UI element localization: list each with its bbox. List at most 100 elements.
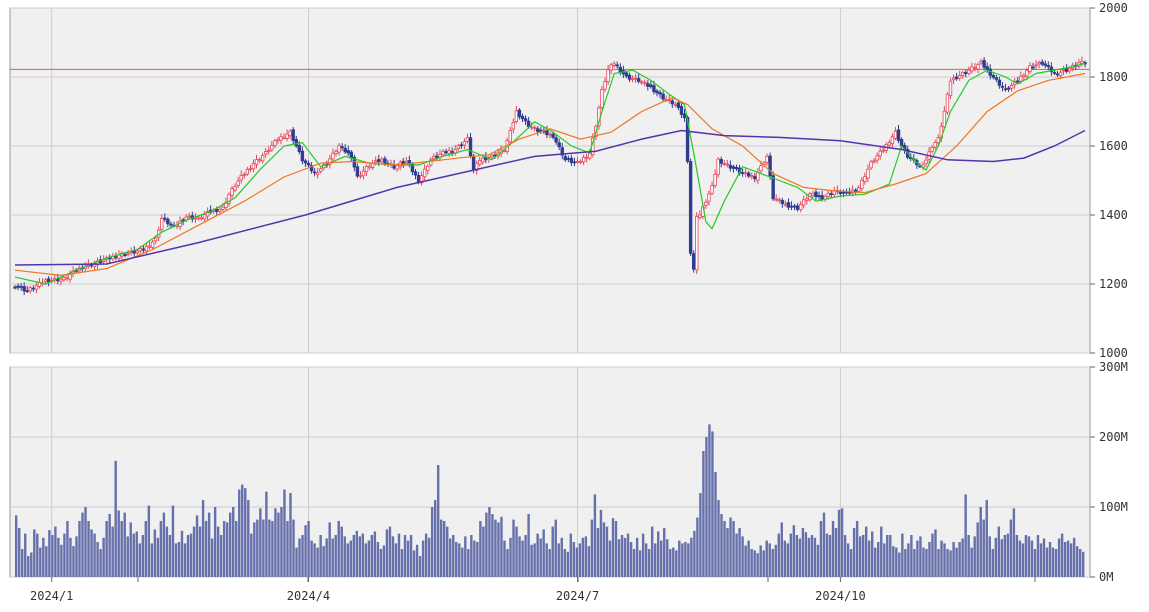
candle-body bbox=[481, 157, 485, 163]
candle-body bbox=[863, 176, 867, 182]
volume-bar bbox=[232, 507, 235, 577]
candle-body bbox=[419, 175, 424, 184]
volume-bar bbox=[397, 533, 401, 577]
volume-bar bbox=[216, 526, 220, 577]
volume-bar bbox=[1072, 537, 1076, 577]
candle-body bbox=[792, 205, 797, 208]
volume-bar bbox=[207, 512, 211, 577]
volume-bar bbox=[608, 540, 612, 577]
candle-body bbox=[991, 74, 995, 78]
candle-body bbox=[1025, 70, 1029, 77]
volume-bar bbox=[617, 539, 621, 577]
candle-body bbox=[141, 248, 146, 251]
volume-bar bbox=[919, 536, 922, 577]
candle-body bbox=[160, 218, 164, 230]
volume-bar bbox=[391, 536, 395, 577]
volume-bar bbox=[265, 491, 268, 577]
volume-bar bbox=[877, 542, 880, 577]
volume-bar bbox=[792, 525, 796, 577]
candle-body bbox=[28, 287, 32, 292]
volume-bar bbox=[997, 526, 1001, 577]
volume-bar bbox=[943, 543, 946, 577]
candle-body bbox=[780, 200, 785, 205]
volume-bar bbox=[509, 537, 512, 577]
volume-bar bbox=[669, 549, 672, 577]
volume-bar bbox=[421, 540, 425, 577]
candle-body bbox=[230, 188, 234, 196]
volume-bar bbox=[500, 516, 503, 577]
volume-bar bbox=[66, 521, 69, 577]
volume-bar bbox=[892, 546, 895, 577]
candle-body bbox=[679, 106, 684, 115]
volume-bar bbox=[33, 529, 36, 577]
volume-bar bbox=[1021, 543, 1025, 577]
volume-bar bbox=[340, 526, 343, 577]
volume-bar bbox=[213, 507, 217, 577]
volume-bar bbox=[855, 521, 859, 577]
candle-body bbox=[331, 152, 335, 160]
candle-body bbox=[16, 285, 20, 288]
volume-bar bbox=[780, 522, 783, 577]
candle-body bbox=[630, 78, 635, 81]
candle-body bbox=[896, 129, 901, 141]
volume-bar bbox=[747, 540, 750, 577]
volume-bar bbox=[684, 542, 687, 577]
volume-bar bbox=[479, 521, 482, 577]
candle-body bbox=[193, 217, 198, 220]
candle-body bbox=[743, 172, 748, 175]
candle-body bbox=[569, 157, 574, 163]
candle-body bbox=[1006, 87, 1011, 90]
volume-bar bbox=[807, 537, 811, 577]
candle-body bbox=[725, 163, 730, 166]
volume-bar bbox=[412, 550, 416, 577]
candle-body bbox=[199, 217, 204, 220]
candle-body bbox=[1000, 85, 1005, 88]
volume-bar bbox=[849, 549, 853, 577]
candle-body bbox=[65, 277, 69, 280]
volume-bar bbox=[644, 543, 648, 577]
volume-bar bbox=[204, 521, 208, 577]
candle-body bbox=[728, 164, 733, 169]
volume-bar bbox=[653, 543, 657, 577]
volume-bar bbox=[810, 535, 814, 577]
candle-body bbox=[750, 175, 754, 178]
volume-bar bbox=[247, 500, 250, 577]
candle-body bbox=[260, 155, 265, 162]
candle-body bbox=[166, 218, 170, 225]
volume-bar bbox=[358, 536, 362, 577]
moving-average-line bbox=[14, 129, 1086, 266]
volume-bar bbox=[798, 538, 802, 577]
candle-body bbox=[367, 165, 372, 169]
candle-body bbox=[202, 214, 207, 220]
volume-bar bbox=[521, 540, 524, 577]
volume-bar bbox=[708, 424, 711, 577]
candle-body bbox=[698, 214, 702, 218]
volume-bar bbox=[174, 543, 178, 577]
volume-bar bbox=[99, 549, 102, 577]
volume-bar bbox=[292, 519, 295, 577]
volume-bar bbox=[90, 529, 93, 577]
candle-body bbox=[536, 128, 540, 132]
volume-bar bbox=[108, 514, 111, 577]
volume-bar bbox=[334, 535, 337, 577]
candle-body bbox=[221, 206, 225, 210]
volume-bar bbox=[78, 521, 81, 577]
volume-bar bbox=[569, 533, 573, 577]
candle-body bbox=[584, 156, 589, 159]
volume-bar bbox=[418, 556, 422, 577]
candle-body bbox=[319, 168, 323, 172]
candle-body bbox=[62, 277, 66, 281]
volume-bar bbox=[503, 540, 506, 577]
candle-body bbox=[1046, 65, 1051, 68]
volume-bar bbox=[967, 535, 970, 577]
volume-bar bbox=[973, 536, 976, 577]
candle-body bbox=[465, 137, 470, 142]
volume-bar bbox=[63, 533, 66, 577]
volume-bar bbox=[1012, 508, 1016, 577]
candle-body bbox=[685, 116, 690, 162]
candle-body bbox=[334, 150, 338, 154]
volume-bar bbox=[629, 542, 633, 577]
candle-body bbox=[374, 160, 378, 163]
candle-body bbox=[636, 78, 641, 82]
volume-bar bbox=[979, 507, 982, 577]
